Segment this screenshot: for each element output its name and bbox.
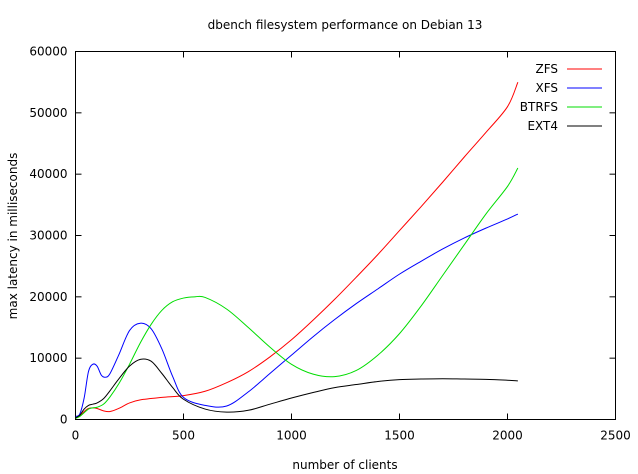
- x-tick-label: 2000: [492, 429, 523, 443]
- series-line-zfs: [75, 81, 519, 419]
- y-tick-label: 30000: [29, 229, 67, 243]
- series-line-btrfs: [75, 167, 519, 419]
- y-tick-label: 60000: [29, 45, 67, 59]
- legend-label-btrfs: BTRFS: [520, 100, 558, 114]
- y-tick-label: 40000: [29, 167, 67, 181]
- legend-label-xfs: XFS: [535, 81, 558, 95]
- y-tick-label: 50000: [29, 106, 67, 120]
- x-tick-label: 2500: [600, 429, 631, 443]
- axis-ticks: 0 500 1000 1500 2000 2500 0 10000 20000 30000 4000…: [29, 45, 630, 443]
- x-tick-label: 1500: [384, 429, 415, 443]
- chart-title: dbench filesystem performance on Debian …: [208, 18, 483, 32]
- series-line-ext4: [75, 358, 518, 419]
- series-lines: [75, 81, 519, 419]
- legend: ZFS XFS BTRFS EXT4: [520, 62, 602, 133]
- y-tick-label: 0: [60, 413, 68, 427]
- x-tick-label: 1000: [276, 429, 307, 443]
- x-axis-title: number of clients: [292, 458, 397, 472]
- series-line-xfs: [75, 213, 519, 417]
- x-tick-label: 500: [172, 429, 195, 443]
- y-tick-label: 10000: [29, 351, 67, 365]
- y-tick-label: 20000: [29, 290, 67, 304]
- legend-label-ext4: EXT4: [527, 119, 558, 133]
- y-axis-title: max latency in milliseconds: [6, 153, 20, 320]
- x-tick-label: 0: [72, 429, 80, 443]
- legend-label-zfs: ZFS: [535, 62, 558, 76]
